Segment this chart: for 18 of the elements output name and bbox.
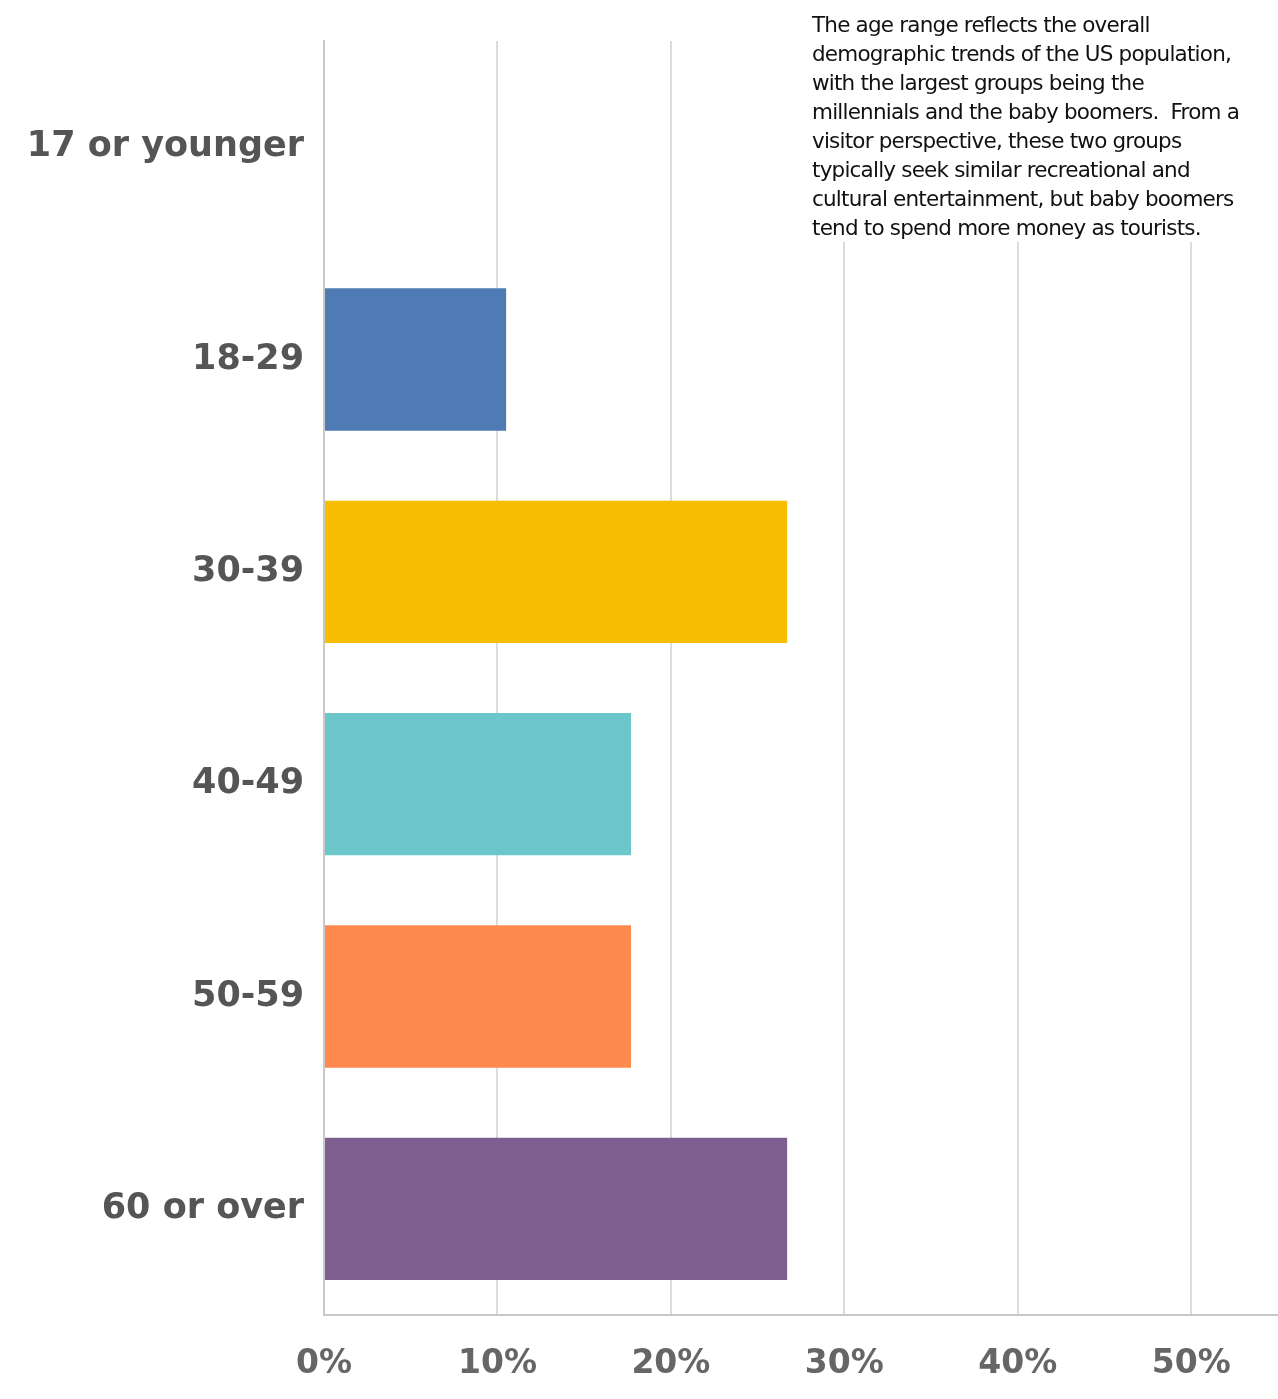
annotation: The age range reflects the overall demographic trends of the US population, with the largest groups being the millennials and the baby boomers. From a visitor perspective, these two groups typically seek similar recreational and cultural entertainment, but baby boomers tend to spend more money as tourists. xyxy=(812,10,1252,242)
x-tick-label: 50% xyxy=(1151,1342,1231,1382)
bar xyxy=(325,925,632,1068)
y-tick-label: 30-39 xyxy=(192,548,304,589)
x-tick-label: 40% xyxy=(978,1342,1058,1382)
bar xyxy=(325,288,507,431)
x-tick-label: 0% xyxy=(295,1342,353,1382)
y-tick-label: 40-49 xyxy=(192,761,304,802)
y-tick-label: 18-29 xyxy=(192,336,304,377)
bar xyxy=(325,500,788,643)
y-tick-label: 17 or younger xyxy=(26,124,305,165)
x-tick-label: 20% xyxy=(631,1342,711,1382)
bar xyxy=(325,713,632,856)
bar xyxy=(325,1137,788,1280)
y-tick-label: 50-59 xyxy=(192,973,304,1014)
x-tick-label: 10% xyxy=(457,1342,537,1382)
x-tick-label: 30% xyxy=(804,1342,884,1382)
y-tick-label: 60 or over xyxy=(101,1185,305,1226)
